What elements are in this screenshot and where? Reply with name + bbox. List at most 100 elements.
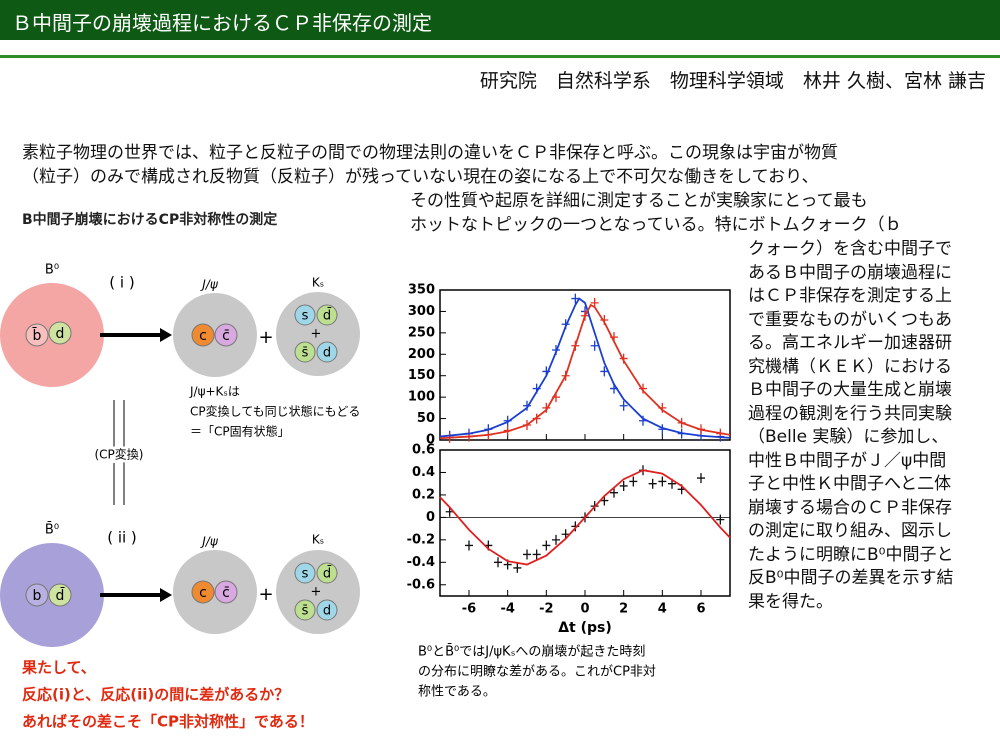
plot-frame: [439, 449, 731, 597]
text-line: （Belle 実験）に参加し、: [748, 427, 949, 447]
caption: B⁰とB̄⁰ではJ/ψKₛへの崩壊が起きた時刻: [418, 644, 645, 659]
authors: 研究院 自然科学系 物理科学領域 林井 久樹、宮林 謙吉: [479, 70, 986, 92]
quark: [48, 583, 72, 607]
ks-label: Kₛ: [312, 276, 324, 290]
data-point: [552, 534, 560, 545]
text-line: る。高エネルギー加速器研: [748, 333, 952, 353]
caption: 称性である。: [418, 685, 496, 700]
quark-label: c̄: [222, 585, 230, 601]
quark: [25, 583, 49, 607]
text-line: （粒子）のみで構成され反物質（反粒子）が残っていない現在の姿になる上で不可欠な働…: [22, 167, 819, 187]
data-point: [590, 340, 599, 351]
quark: [316, 599, 338, 621]
quark: [316, 341, 338, 363]
x-tick-label: 2: [619, 602, 628, 617]
y-tick-label: 200: [408, 347, 435, 362]
text-line: 究機構（ＫＥＫ）における: [748, 356, 952, 377]
plus: +: [258, 584, 273, 605]
arrow-head: [160, 328, 172, 342]
y-tick-label: 250: [408, 325, 435, 340]
data-point: [716, 514, 725, 525]
jpsi-label: J/ψ: [200, 535, 219, 549]
y-tick-label: -0.2: [407, 532, 435, 547]
quark-label: c: [199, 585, 207, 601]
text-line: ホットなトピックの一つとなっている。特にボトムクォーク（ｂ: [410, 215, 902, 235]
quark: [214, 323, 238, 347]
note: CP変換しても同じ状態にもどる: [190, 404, 360, 419]
quark-label: d̄: [323, 308, 332, 323]
y-tick-label: 0.4: [412, 465, 435, 480]
data-point: [542, 402, 551, 413]
x-tick-label: -2: [539, 602, 553, 617]
quark-label: b: [33, 588, 42, 604]
quark-label: c̄: [222, 328, 230, 344]
text-line: 過程の観測を行う共同実験: [748, 403, 952, 424]
x-tick-label: 6: [696, 602, 705, 617]
quark-label: s̄: [302, 604, 309, 619]
text-line: あるＢ中間子の崩壊過程に: [748, 262, 952, 283]
data-point: [648, 478, 657, 489]
quark: [191, 323, 215, 347]
quark: [316, 562, 338, 584]
quark: [294, 341, 316, 363]
quark-label: d: [323, 604, 331, 619]
quark-label: d̄: [56, 586, 65, 604]
y-tick-label: 0: [426, 510, 435, 525]
header-bar: [0, 0, 1000, 40]
quark: [294, 562, 316, 584]
x-tick-label: -4: [500, 602, 514, 617]
data-point: [619, 400, 628, 411]
y-tick-label: 150: [408, 368, 435, 383]
data-point: [465, 540, 473, 551]
quark-label: d: [56, 326, 65, 342]
data-point: [571, 293, 580, 304]
b0-label: B⁰: [45, 263, 59, 278]
note: J/ψ+Kₛは: [189, 385, 240, 399]
data-point: [532, 549, 541, 560]
data-point: [513, 562, 522, 573]
reaction-label: ( i ): [109, 274, 134, 292]
y-tick-label: -0.6: [407, 577, 435, 592]
data-point: [619, 480, 628, 491]
question: 反応(i)と、反応(ii)の間に差があるか？: [22, 686, 289, 704]
quark: [294, 599, 316, 621]
arrow-head: [160, 588, 172, 602]
data-point: [542, 540, 551, 551]
text-line: 果を得た。: [748, 591, 833, 612]
quark: [25, 323, 49, 347]
text-line: の測定に取り組み、図示し: [748, 521, 952, 541]
cp-label: (CP変換): [95, 447, 144, 462]
y-tick-label: 300: [408, 304, 435, 319]
y-tick-label: 0.6: [412, 443, 435, 458]
caption: の分布に明瞭な差がある。これがCP非対: [418, 665, 656, 680]
text-line: 素粒子物理の世界では、粒子と反粒子の間での物理法則の違いをＣＰ非保存と呼ぶ。この…: [22, 143, 838, 163]
quark: [294, 304, 316, 326]
question: 果たして、: [21, 659, 96, 677]
data-point: [494, 557, 502, 568]
text-line: クォーク）を含む中間子で: [748, 239, 952, 259]
x-tick-label: 4: [658, 602, 667, 617]
quark-label: c: [199, 328, 207, 344]
data-point: [658, 476, 667, 487]
text-line: 中性Ｂ中間子がＪ／ψ中間: [748, 450, 947, 471]
quark: [214, 580, 238, 604]
diagram-title: B中間子崩壊におけるCP非対称性の測定: [22, 211, 277, 228]
data-point: [600, 366, 609, 377]
data-point: [523, 549, 531, 560]
data-point: [697, 473, 705, 484]
header-rule: [0, 55, 1000, 58]
text-line: Ｂ中間子の大量生成と崩壊: [748, 380, 952, 400]
quark-label: d̄: [323, 566, 332, 581]
quark-label: b̄: [32, 326, 42, 344]
y-tick-label: 100: [408, 390, 435, 405]
data-point: [610, 487, 618, 498]
text-line: はＣＰ非保存を測定する上: [748, 286, 952, 306]
quark-label: d: [323, 346, 331, 361]
fit-curve: [439, 469, 731, 566]
quark-label: s: [302, 567, 309, 582]
data-point: [629, 476, 638, 487]
jpsi-label: J/ψ: [200, 278, 219, 292]
note: ＝「CP固有状態」: [190, 424, 290, 439]
label-bg: (CP変換): [95, 447, 144, 462]
